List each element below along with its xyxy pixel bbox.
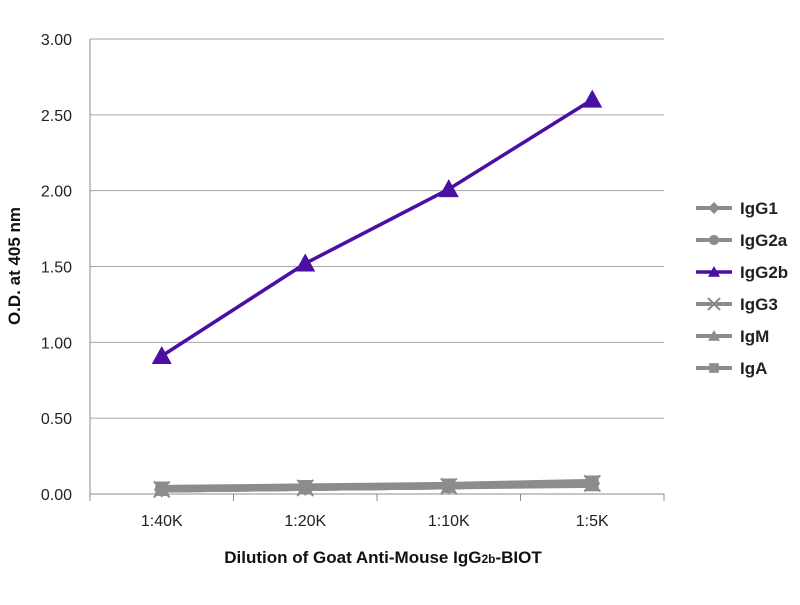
x-tick-labels: 1:40K 1:20K 1:10K 1:5K: [141, 513, 609, 530]
legend-item: IgG1: [696, 199, 778, 218]
series-IgA: [155, 475, 599, 495]
legend-label: IgG2b: [740, 263, 788, 282]
legend-label: IgA: [740, 359, 767, 378]
data-point-diamond: [708, 202, 720, 214]
legend-label: IgG2a: [740, 231, 788, 250]
series-line: [158, 478, 596, 491]
legend-item: IgG2a: [696, 231, 788, 250]
series-line: [160, 97, 594, 358]
y-axis-title: O.D. at 405 nm: [5, 207, 24, 325]
data-point-triangle: [708, 330, 720, 341]
data-point-triangle: [151, 345, 172, 364]
data-point-square: [709, 363, 719, 373]
legend: IgG1 IgG2a IgG2b IgG3 IgM IgA: [696, 199, 788, 378]
legend-item: IgG3: [696, 295, 778, 314]
x-axis-title: Dilution of Goat Anti-Mouse IgG2b-BIOT: [224, 548, 542, 567]
legend-item: IgM: [696, 327, 769, 346]
data-point-triangle: [582, 89, 603, 108]
y-tick-label: 3.00: [41, 32, 72, 49]
legend-label: IgG3: [740, 295, 778, 314]
y-tick-label: 1.50: [41, 260, 72, 277]
series-IgG2b: [151, 89, 603, 364]
gridlines: [90, 38, 664, 419]
data-point-x: [707, 297, 721, 311]
y-tick-labels: 0.00 0.50 1.00 1.50 2.00 2.50 3.00: [41, 32, 72, 504]
data-point-square: [298, 480, 312, 493]
x-tick-label: 1:20K: [284, 513, 326, 530]
x-tick-label: 1:40K: [141, 513, 183, 530]
data-point-circle: [708, 234, 720, 246]
y-tick-label: 2.50: [41, 108, 72, 125]
legend-item: IgG2b: [696, 263, 788, 282]
legend-label: IgG1: [740, 199, 778, 218]
y-tick-label: 2.00: [41, 184, 72, 201]
data-point-square: [155, 481, 169, 495]
y-tick-label: 0.00: [41, 487, 72, 504]
legend-label: IgM: [740, 327, 769, 346]
data-point-triangle: [295, 253, 316, 272]
data-point-triangle: [438, 179, 459, 198]
data-point-triangle: [708, 266, 720, 277]
x-tick-label: 1:10K: [428, 513, 470, 530]
y-tick-label: 1.00: [41, 335, 72, 352]
y-tick-label: 0.50: [41, 411, 72, 428]
x-tick-label: 1:5K: [576, 513, 609, 530]
data-point-square: [442, 478, 456, 492]
series: [151, 89, 603, 499]
axes: [89, 39, 665, 501]
legend-item: IgA: [696, 359, 767, 378]
data-point-square: [585, 475, 599, 489]
